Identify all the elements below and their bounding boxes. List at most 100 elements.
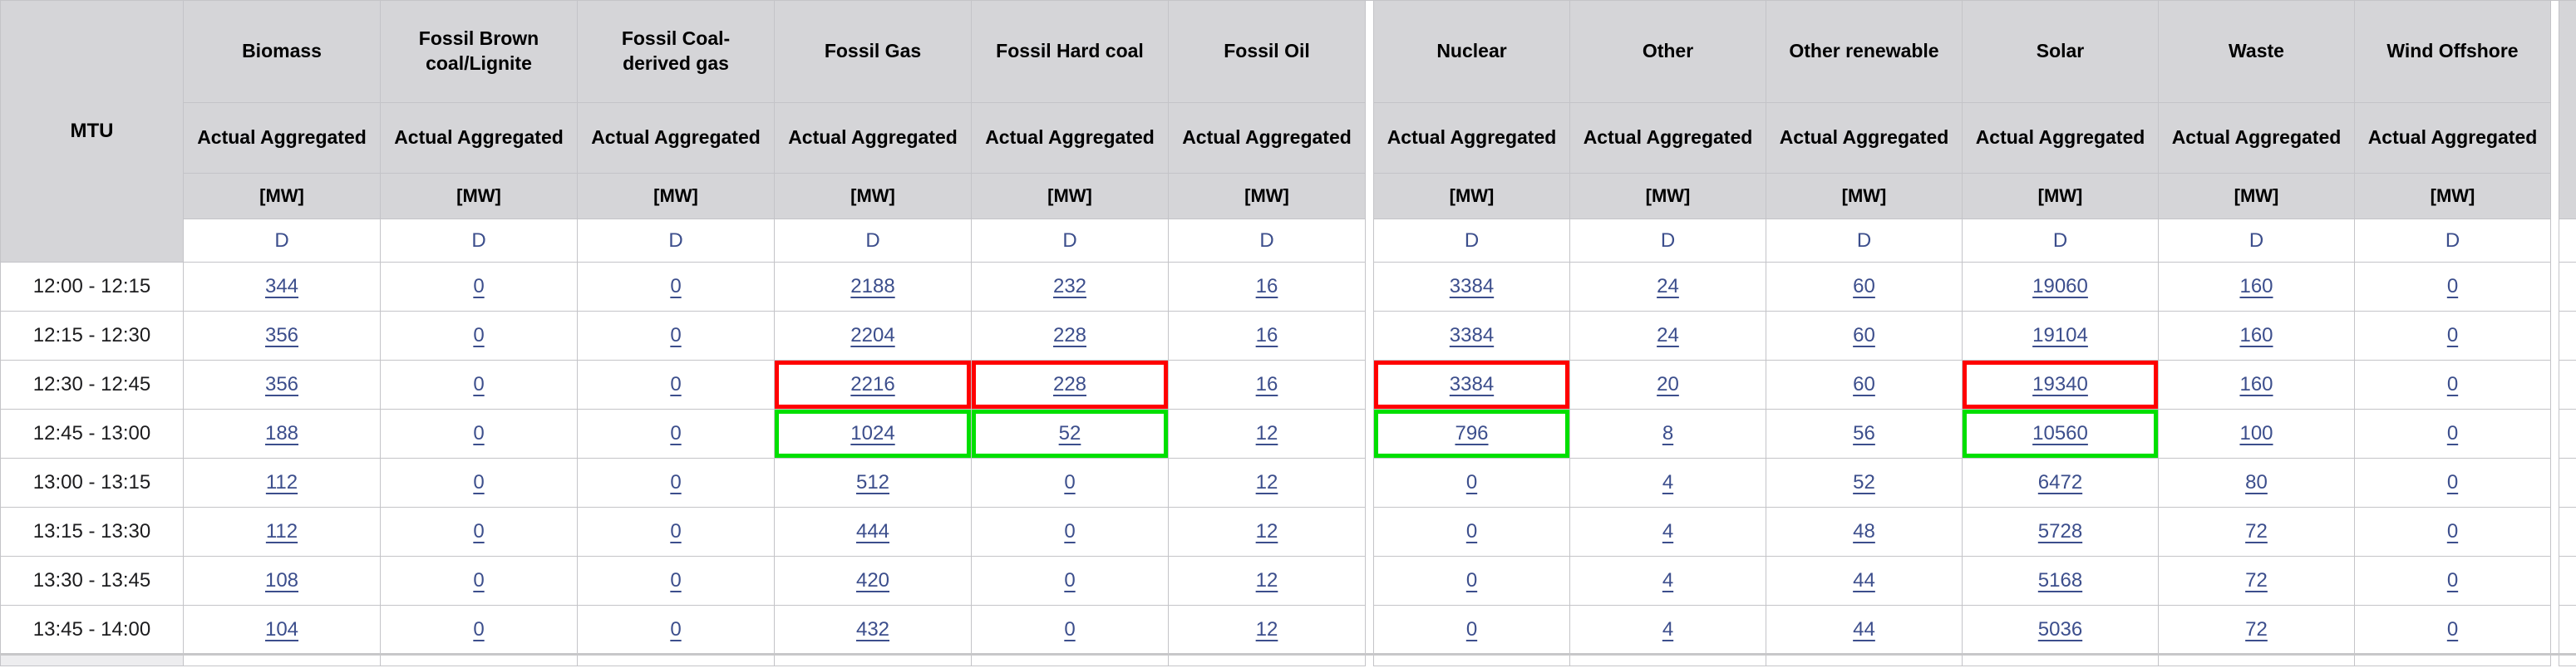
value-link[interactable]: 100 — [2239, 422, 2273, 445]
value-link[interactable]: 3384 — [1449, 324, 1495, 346]
value-link[interactable]: 19060 — [2032, 275, 2088, 297]
value-link[interactable]: 3384 — [1449, 373, 1495, 395]
d-link[interactable]: D — [274, 228, 289, 252]
value-link[interactable]: 0 — [2446, 324, 2459, 346]
value-link[interactable]: 24 — [1657, 275, 1679, 297]
value-link[interactable]: 796 — [1455, 422, 1489, 445]
value-link[interactable]: 0 — [473, 275, 485, 297]
value-link[interactable]: 56 — [1853, 422, 1875, 445]
value-link[interactable]: 0 — [670, 275, 682, 297]
value-link[interactable]: 20 — [1657, 373, 1679, 395]
value-link[interactable]: 0 — [473, 422, 485, 445]
value-link[interactable]: 16 — [1255, 373, 1278, 395]
value-link[interactable]: 60 — [1853, 275, 1875, 297]
value-link[interactable]: 4 — [1662, 520, 1674, 543]
value-link[interactable]: 2204 — [850, 324, 895, 346]
value-link[interactable]: 0 — [473, 324, 485, 346]
value-link[interactable]: 0 — [670, 471, 682, 494]
value-link[interactable]: 0 — [1465, 617, 1478, 641]
value-link[interactable]: 512 — [855, 471, 890, 494]
value-link[interactable]: 0 — [1064, 569, 1076, 592]
d-link[interactable]: D — [1062, 228, 1077, 252]
value-link[interactable]: 0 — [1465, 471, 1478, 494]
value-link[interactable]: 0 — [670, 617, 682, 641]
value-link[interactable]: 0 — [1465, 520, 1478, 543]
value-link[interactable]: 160 — [2239, 275, 2273, 297]
value-link[interactable]: 60 — [1853, 373, 1875, 395]
value-link[interactable]: 344 — [264, 275, 299, 297]
value-link[interactable]: 356 — [264, 324, 299, 346]
value-link[interactable]: 44 — [1853, 617, 1875, 641]
value-link[interactable]: 44 — [1853, 569, 1875, 592]
value-link[interactable]: 0 — [1064, 617, 1076, 641]
value-link[interactable]: 12 — [1255, 569, 1278, 592]
value-link[interactable]: 24 — [1657, 324, 1679, 346]
value-link[interactable]: 4 — [1662, 471, 1674, 494]
value-link[interactable]: 228 — [1052, 373, 1087, 395]
d-link[interactable]: D — [1464, 228, 1480, 252]
value-link[interactable]: 0 — [2446, 569, 2459, 592]
d-link[interactable]: D — [2248, 228, 2264, 252]
value-link[interactable]: 19340 — [2032, 373, 2088, 395]
value-link[interactable]: 420 — [855, 569, 890, 592]
value-link[interactable]: 112 — [265, 471, 298, 494]
value-link[interactable]: 0 — [1465, 569, 1478, 592]
d-link[interactable]: D — [1660, 228, 1676, 252]
value-link[interactable]: 80 — [2245, 471, 2268, 494]
value-link[interactable]: 160 — [2239, 373, 2273, 395]
d-link[interactable]: D — [668, 228, 683, 252]
value-link[interactable]: 0 — [2446, 617, 2459, 641]
value-link[interactable]: 0 — [473, 373, 485, 395]
value-link[interactable]: 52 — [1058, 422, 1081, 445]
value-link[interactable]: 16 — [1255, 324, 1278, 346]
value-link[interactable]: 0 — [2446, 422, 2459, 445]
value-link[interactable]: 2188 — [850, 275, 895, 297]
value-link[interactable]: 228 — [1052, 324, 1087, 346]
value-link[interactable]: 0 — [2446, 275, 2459, 297]
value-link[interactable]: 12 — [1255, 520, 1278, 543]
value-link[interactable]: 10560 — [2032, 422, 2088, 445]
value-link[interactable]: 108 — [264, 569, 299, 592]
value-link[interactable]: 0 — [2446, 471, 2459, 494]
value-link[interactable]: 4 — [1662, 617, 1674, 641]
value-link[interactable]: 52 — [1853, 471, 1875, 494]
value-link[interactable]: 72 — [2245, 520, 2268, 543]
value-link[interactable]: 3384 — [1449, 275, 1495, 297]
value-link[interactable]: 0 — [473, 520, 485, 543]
value-link[interactable]: 19104 — [2032, 324, 2088, 346]
value-link[interactable]: 2216 — [850, 373, 895, 395]
value-link[interactable]: 1024 — [850, 422, 895, 445]
value-link[interactable]: 6472 — [2037, 471, 2083, 494]
value-link[interactable]: 5728 — [2037, 520, 2083, 543]
value-link[interactable]: 0 — [2446, 520, 2459, 543]
value-link[interactable]: 0 — [1064, 520, 1076, 543]
value-link[interactable]: 60 — [1853, 324, 1875, 346]
value-link[interactable]: 5036 — [2037, 617, 2083, 641]
value-link[interactable]: 0 — [670, 373, 682, 395]
value-link[interactable]: 444 — [855, 520, 890, 543]
value-link[interactable]: 0 — [670, 324, 682, 346]
value-link[interactable]: 232 — [1052, 275, 1087, 297]
d-link[interactable]: D — [1856, 228, 1872, 252]
value-link[interactable]: 0 — [670, 422, 682, 445]
value-link[interactable]: 160 — [2239, 324, 2273, 346]
d-link[interactable]: D — [1259, 228, 1274, 252]
value-link[interactable]: 48 — [1853, 520, 1875, 543]
value-link[interactable]: 72 — [2245, 569, 2268, 592]
value-link[interactable]: 104 — [264, 617, 299, 641]
value-link[interactable]: 4 — [1662, 569, 1674, 592]
value-link[interactable]: 12 — [1255, 422, 1278, 445]
value-link[interactable]: 0 — [670, 569, 682, 592]
value-link[interactable]: 432 — [855, 617, 890, 641]
d-link[interactable]: D — [2052, 228, 2068, 252]
value-link[interactable]: 72 — [2245, 617, 2268, 641]
value-link[interactable]: 0 — [1064, 471, 1076, 494]
value-link[interactable]: 16 — [1255, 275, 1278, 297]
value-link[interactable]: 5168 — [2037, 569, 2083, 592]
d-link[interactable]: D — [865, 228, 880, 252]
d-link[interactable]: D — [471, 228, 486, 252]
value-link[interactable]: 12 — [1255, 617, 1278, 641]
value-link[interactable]: 0 — [473, 471, 485, 494]
value-link[interactable]: 0 — [670, 520, 682, 543]
value-link[interactable]: 0 — [2446, 373, 2459, 395]
